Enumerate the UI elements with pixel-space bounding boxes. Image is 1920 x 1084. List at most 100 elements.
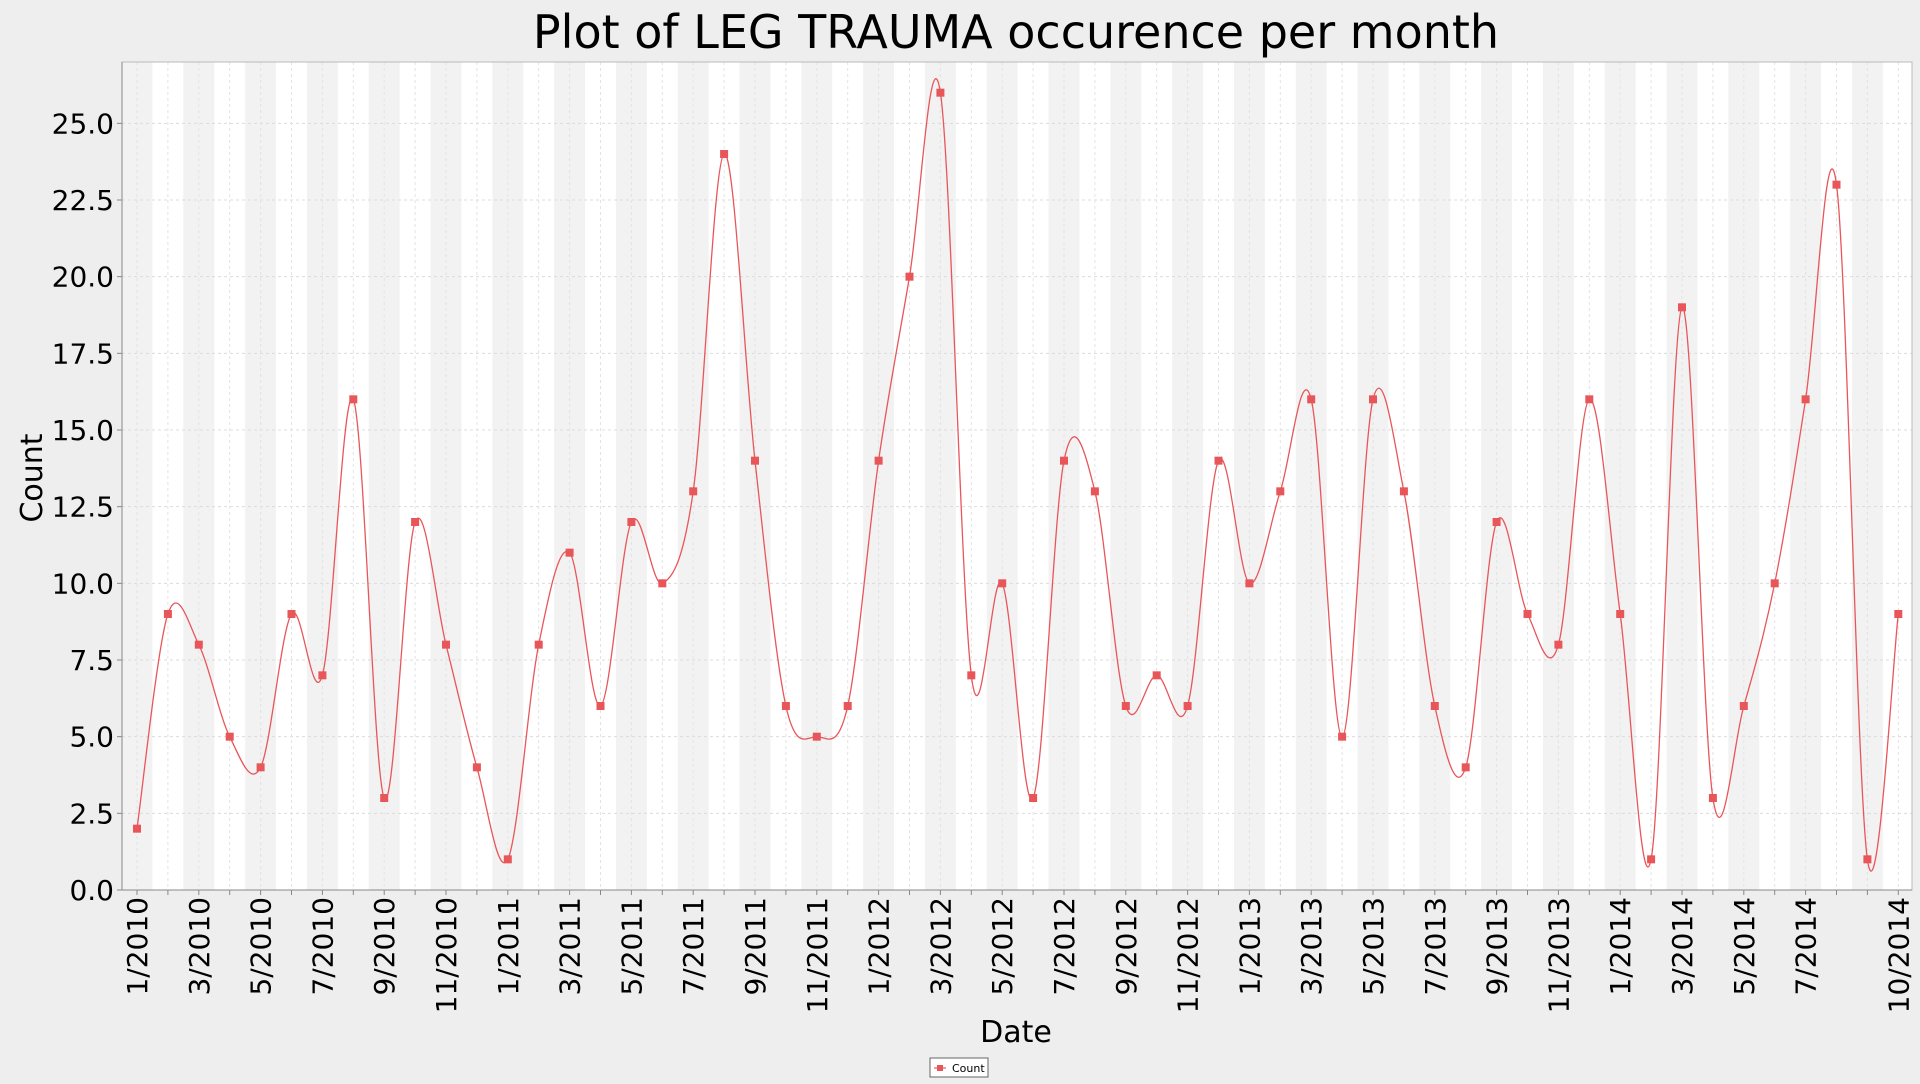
x-tick-label: 5/2012 [986,897,1019,996]
x-tick-label: 1/2014 [1604,897,1637,996]
grid-lines [122,62,1912,891]
data-point [1801,395,1810,404]
x-tick-label: 10/2014 [1882,897,1915,1013]
data-point [1832,180,1841,189]
data-point [1863,855,1872,864]
data-point [1276,487,1285,496]
data-point [565,548,574,557]
data-point [1060,456,1068,465]
x-tick-label: 3/2014 [1666,897,1699,996]
data-point [936,88,945,97]
data-point [843,702,852,710]
data-point [194,640,203,649]
data-point [472,763,481,772]
plot-background [122,62,1912,890]
data-point [1708,794,1717,802]
y-tick-label: 22.5 [52,184,114,217]
data-point [1616,610,1625,618]
x-tick-label: 1/2010 [121,897,154,996]
x-axis-label: Date [980,1015,1052,1050]
data-point [1739,702,1748,710]
data-point [1492,518,1501,526]
data-point [256,763,265,772]
data-point [751,456,759,465]
data-point [596,702,605,710]
data-point [689,487,698,496]
series-layer [133,78,1903,872]
x-tick-label: 3/2010 [183,897,216,996]
data-point [380,794,389,802]
x-tick-label: 1/2012 [863,897,896,996]
y-tick-label: 5.0 [69,721,114,754]
y-tick-label: 2.5 [69,797,114,830]
data-point [349,395,358,404]
x-tick-label: 1/2011 [492,897,525,996]
y-tick-label: 7.5 [69,644,114,677]
data-point [781,702,790,710]
x-tick-label: 11/2012 [1172,897,1205,1013]
data-point [1770,579,1779,588]
x-tick-label: 9/2012 [1110,897,1143,996]
data-point [1090,487,1099,496]
data-point [1585,395,1594,404]
data-point [1461,763,1470,772]
x-tick-label: 3/2012 [924,897,957,996]
data-point [658,579,667,588]
x-tick-label: 11/2013 [1542,897,1575,1013]
data-point [1152,671,1161,680]
data-point [812,732,821,741]
data-point [133,824,141,833]
x-tick-label: 9/2010 [368,897,401,996]
y-axis-label: Count [15,433,50,522]
x-tick-label: 3/2013 [1295,897,1328,996]
data-point [225,732,234,741]
data-point [905,272,914,281]
data-point [442,640,450,649]
x-tick-label: 1/2013 [1233,897,1266,996]
y-tick-label: 0.0 [69,874,114,907]
y-tick-label: 17.5 [52,337,114,370]
x-tick-label: 7/2013 [1419,897,1452,996]
data-point [503,855,512,864]
data-point [1029,794,1038,802]
data-point [1245,579,1254,588]
data-point [287,610,296,618]
data-point [967,671,976,680]
data-point [1183,702,1192,710]
data-point [1894,610,1903,618]
x-tick-label: 7/2014 [1790,897,1823,996]
data-point [1523,610,1532,618]
legend-marker-icon [937,1065,943,1071]
data-point [163,610,172,618]
data-point [998,579,1007,588]
x-tick-label: 7/2010 [306,897,339,996]
legend: Count [929,1057,989,1078]
data-point [720,150,729,158]
data-point [874,456,883,465]
data-point [1369,395,1377,404]
data-point [1307,395,1316,404]
x-tick-label: 5/2013 [1357,897,1390,996]
data-point [1338,732,1347,741]
x-tick-label: 5/2011 [615,897,648,996]
x-tick-label: 9/2013 [1481,897,1514,996]
data-point [1121,702,1130,710]
x-tick-label: 5/2014 [1728,897,1761,996]
y-tick-label: 12.5 [52,491,114,524]
y-tick-label: 15.0 [52,414,114,447]
data-point [1678,303,1686,312]
data-point [1430,702,1439,710]
x-tick-label: 3/2011 [554,897,587,996]
data-point [1647,855,1656,864]
chart-title: Plot of LEG TRAUMA occurence per month [533,5,1499,59]
data-point [1554,640,1563,649]
series-line-count [136,78,1899,872]
x-tick-label: 7/2012 [1048,897,1081,996]
legend-box [929,1057,989,1078]
x-tick-label: 9/2011 [739,897,772,996]
data-point [1399,487,1408,496]
data-point [534,640,543,649]
x-tick-label: 11/2010 [430,897,463,1013]
